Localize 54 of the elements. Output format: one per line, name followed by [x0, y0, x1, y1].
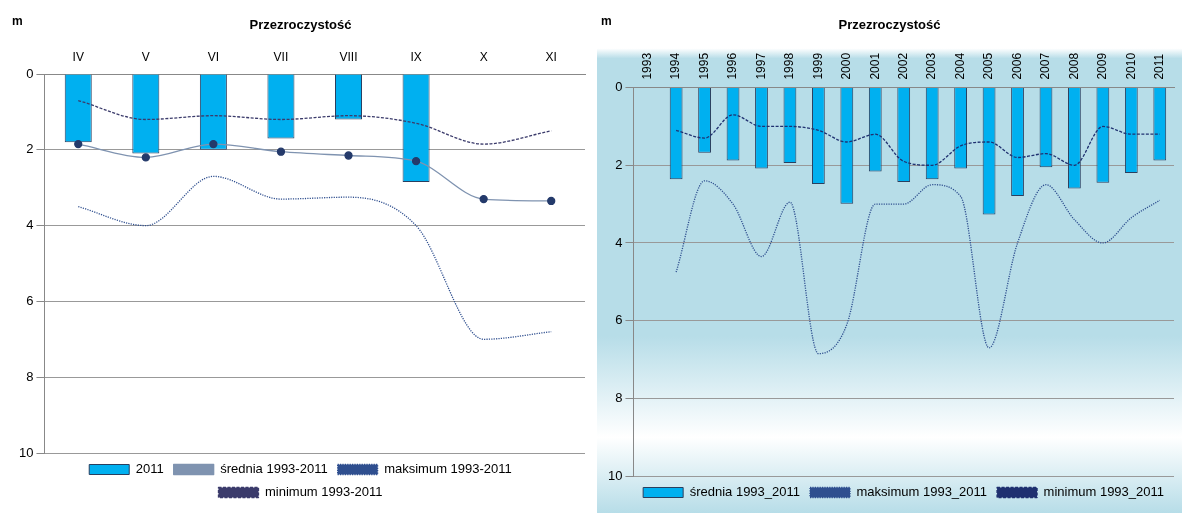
y-tick-label: 10: [18, 444, 34, 460]
x-tick-label: 1999: [810, 52, 825, 80]
y-tick-label: 0: [615, 79, 623, 95]
y-tick-label: 8: [26, 368, 34, 384]
y-tick-label: 4: [615, 234, 623, 250]
x-tick-label: 2005: [981, 52, 996, 80]
legend-label: średnia 1993-2011: [220, 461, 328, 477]
x-tick-label: 1998: [782, 52, 797, 80]
y-tick-label: 6: [26, 292, 34, 308]
chart-title: Przezroczystość: [249, 17, 352, 33]
x-tick-label: 2003: [924, 52, 939, 80]
x-tick-label: IV: [72, 50, 84, 65]
x-tick-label: 2011: [1152, 53, 1167, 80]
line-series: [77, 175, 552, 340]
x-tick-label: 2007: [1038, 52, 1053, 80]
x-tick-label: 2000: [839, 52, 854, 80]
x-tick-label: 2001: [867, 52, 882, 80]
y-tick-label: 8: [615, 389, 623, 405]
x-tick-label: 2002: [896, 52, 911, 80]
x-tick-label: 1995: [696, 52, 711, 80]
x-tick-label: VI: [207, 50, 220, 65]
y-axis-title: m: [12, 14, 23, 29]
y-tick-label: 2: [615, 156, 623, 172]
chart-title: Przezroczystość: [838, 17, 941, 33]
x-tick-label: 2009: [1095, 52, 1110, 80]
line-series: [675, 180, 1161, 355]
y-axis-title: m: [601, 14, 612, 29]
y-tick-label: 4: [26, 217, 34, 233]
line-series: [675, 114, 1161, 166]
x-tick-label: V: [141, 50, 150, 65]
y-tick-label: 6: [615, 312, 623, 328]
x-tick-label: XI: [545, 50, 557, 65]
y-tick-label: 0: [26, 65, 34, 81]
legend-label: minimum 1993-2011: [264, 484, 383, 500]
x-tick-label: X: [479, 50, 488, 65]
x-tick-label: 1994: [668, 52, 683, 80]
legend-label: średnia 1993_2011: [689, 484, 801, 500]
x-tick-label: 1996: [725, 52, 740, 80]
x-tick-label: 2004: [952, 52, 967, 80]
x-tick-label: 1993: [640, 52, 654, 80]
legend-label: 2011: [135, 461, 164, 477]
x-tick-label: IX: [410, 50, 422, 65]
x-tick-label: VII: [273, 50, 289, 65]
y-tick-label: 2: [26, 141, 34, 157]
x-tick-label: 2010: [1123, 52, 1138, 80]
legend-label: maksimum 1993_2011: [856, 484, 988, 500]
x-tick-label: VIII: [339, 50, 358, 65]
y-tick-label: 10: [607, 467, 623, 483]
legend-label: maksimum 1993-2011: [384, 461, 512, 477]
x-tick-label: 2008: [1066, 52, 1081, 80]
x-tick-label: 1997: [753, 52, 768, 80]
line-series: [77, 99, 552, 145]
x-tick-label: 2006: [1009, 52, 1024, 80]
legend-label: minimum 1993_2011: [1043, 484, 1165, 500]
